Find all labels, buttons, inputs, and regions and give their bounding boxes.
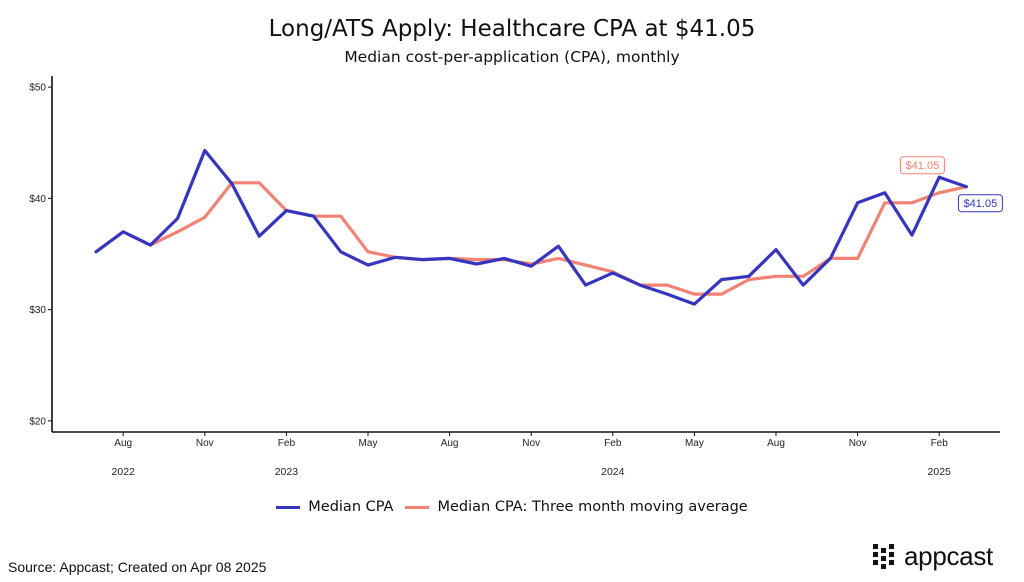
chart-legend: Median CPA Median CPA: Three month movin… <box>0 499 1024 515</box>
x-tick-label: Feb <box>278 438 296 449</box>
x-tick-label: Feb <box>931 438 949 449</box>
y-tick-label: $40 <box>29 194 46 205</box>
x-tick-label: Aug <box>767 438 785 449</box>
data-label-box-moving-average <box>899 156 945 175</box>
x-tick-label: May <box>359 438 378 449</box>
legend-swatch-median <box>276 505 301 509</box>
brand-name: appcast <box>904 541 993 571</box>
legend-label-moving-average: Median CPA: Three month moving average <box>437 499 748 515</box>
data-label-moving-average: $41.05 <box>906 160 940 172</box>
source-note: Source: Appcast; Created on Apr 08 2025 <box>8 559 267 575</box>
chart-title: Long/ATS Apply: Healthcare CPA at $41.05 <box>268 16 756 42</box>
chart-subtitle: Median cost-per-application (CPA), month… <box>344 48 680 66</box>
x-tick-label: Nov <box>522 438 540 449</box>
legend-item-moving-average: Median CPA: Three month moving average <box>405 499 748 515</box>
legend-swatch-moving-average <box>405 505 430 509</box>
legend-item-median: Median CPA <box>276 499 393 515</box>
x-tick-label: Aug <box>441 438 459 449</box>
y-tick-label: $50 <box>29 83 46 94</box>
y-tick-label: $20 <box>29 416 46 427</box>
data-label-box-median <box>957 194 1003 213</box>
brand-logo: appcast <box>872 541 993 572</box>
year-label: 2022 <box>112 466 136 478</box>
appcast-dot-grid-logo-icon <box>873 543 894 569</box>
chart-axes: $20 $30 $40 $50 Aug Nov Feb May Aug Nov Feb May Aug N… <box>29 76 1000 478</box>
year-label: 2023 <box>275 466 299 478</box>
data-label-median: $41.05 <box>964 198 998 210</box>
x-tick-label: Nov <box>196 438 214 449</box>
y-tick-label: $30 <box>29 305 46 316</box>
series-line-moving-average <box>148 181 969 296</box>
year-label: 2024 <box>601 466 625 478</box>
x-tick-label: Feb <box>604 438 622 449</box>
year-label: 2025 <box>928 466 952 478</box>
chart-marks: $41.05 $41.05 <box>94 148 1003 306</box>
line-chart: $20 $30 $40 $50 Aug Nov Feb May Aug Nov Feb May Aug N… <box>29 76 1003 478</box>
x-tick-label: Nov <box>849 438 867 449</box>
series-line-median <box>94 148 969 306</box>
legend-label-median: Median CPA <box>308 499 394 515</box>
x-tick-label: Aug <box>114 438 132 449</box>
x-tick-label: May <box>685 438 704 449</box>
